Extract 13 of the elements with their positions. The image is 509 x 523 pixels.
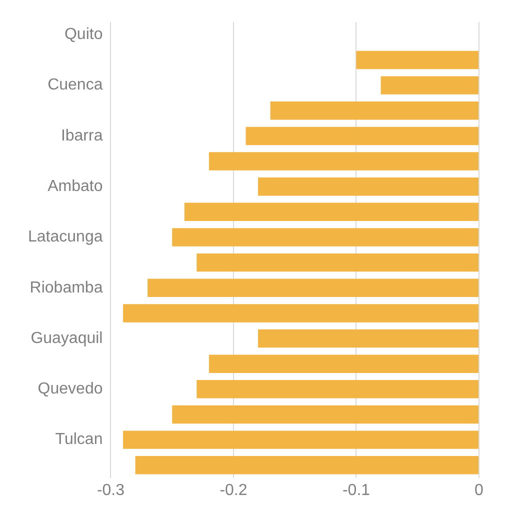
- y-tick-label: Quito: [64, 26, 103, 44]
- y-tick-label: Guayaquil: [30, 330, 103, 347]
- x-tick-label: -0.2: [220, 482, 248, 499]
- x-tick-label: -0.3: [96, 482, 125, 499]
- y-tick-label: Latacunga: [28, 228, 103, 246]
- x-tick-label: -0.1: [342, 482, 370, 499]
- y-tick-label: Quevedo: [38, 380, 103, 398]
- y-tick-label: Ibarra: [60, 127, 103, 144]
- y-tick-label: Cuenca: [48, 76, 103, 94]
- y-tick-label: Riobamba: [30, 279, 103, 296]
- x-tick-label: 0: [474, 482, 484, 499]
- y-tick-label: Tulcan: [55, 431, 103, 448]
- y-tick-label: Ambato: [48, 178, 103, 195]
